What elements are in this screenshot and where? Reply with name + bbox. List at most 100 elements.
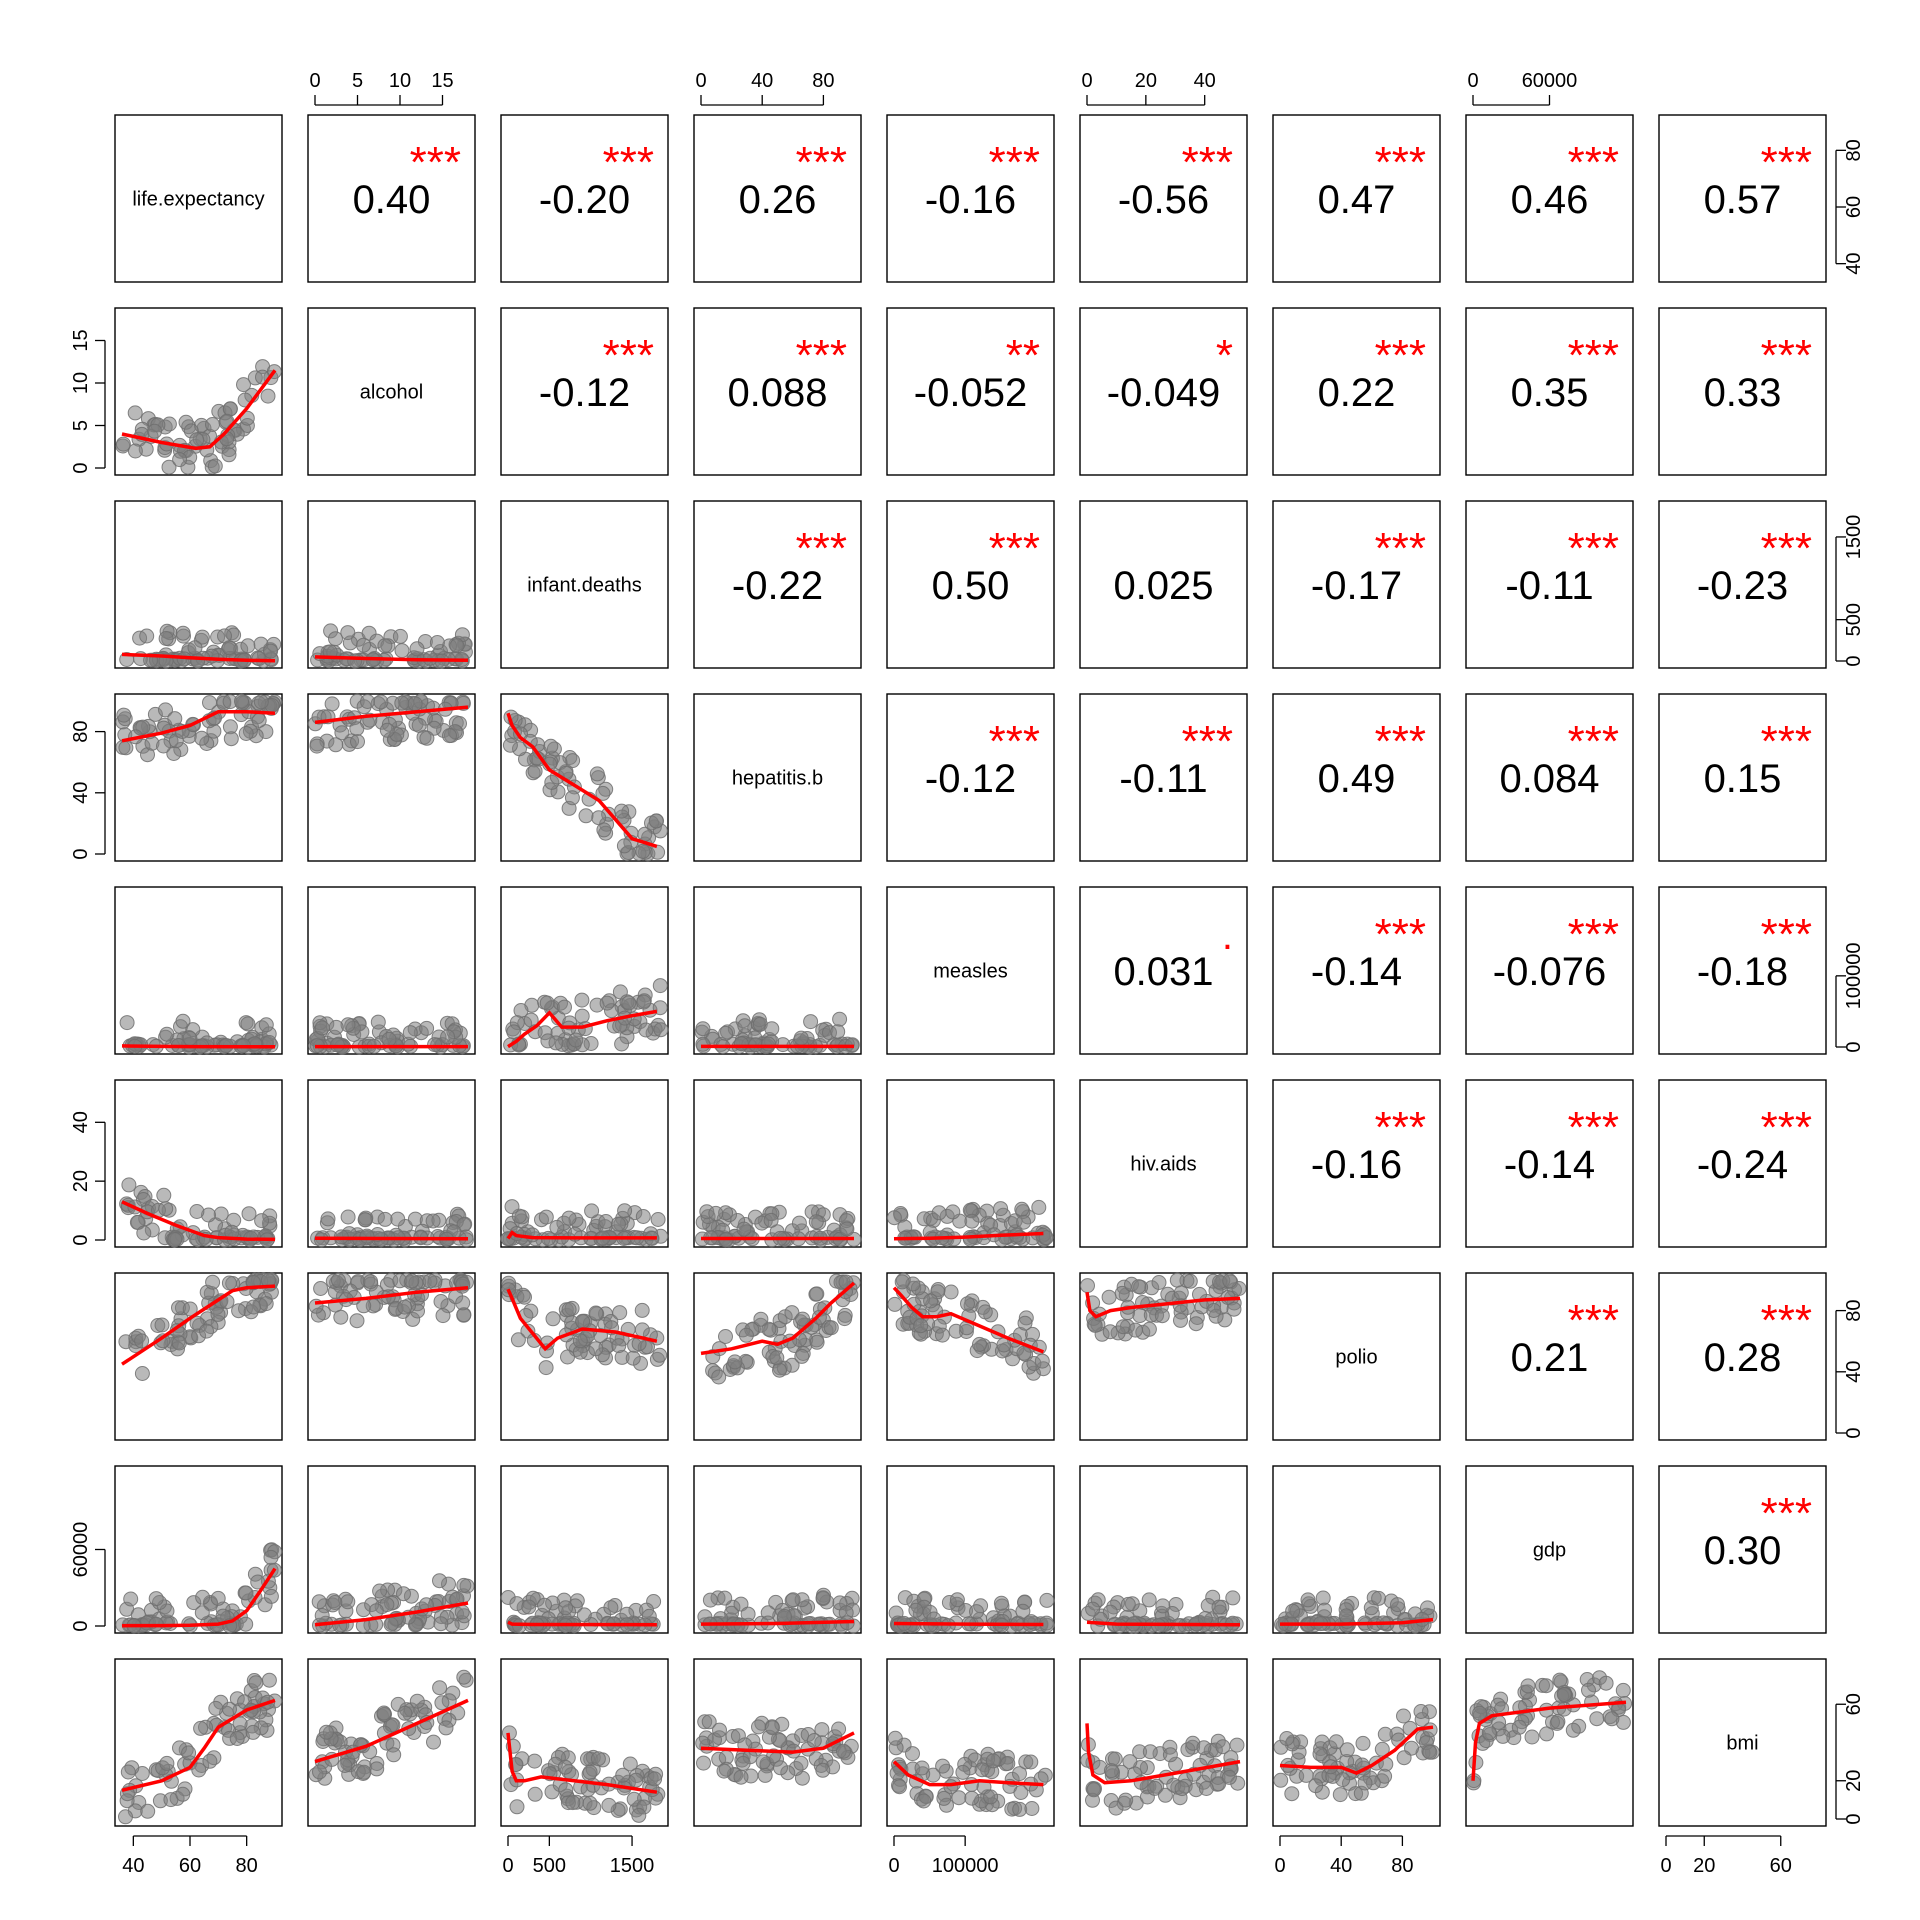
scatter-point xyxy=(175,625,191,641)
scatter-point xyxy=(949,1592,965,1608)
scatter-point xyxy=(702,1592,718,1608)
panel-frame xyxy=(307,114,476,283)
scatter-point xyxy=(983,1789,999,1805)
tick-label: 0 xyxy=(1843,1041,1865,1052)
scatter-point xyxy=(1108,1800,1124,1816)
panel-life.expectancy-gdp: 0.46*** xyxy=(1465,114,1634,283)
scatter-point xyxy=(234,693,249,709)
scatter-point xyxy=(527,1753,543,1769)
significance-stars: *** xyxy=(796,138,847,187)
scatter-point xyxy=(1024,1801,1040,1816)
scatter-point xyxy=(537,1597,552,1613)
scatter-point xyxy=(1615,1682,1631,1698)
scatter-point xyxy=(181,1745,197,1761)
smooth-line xyxy=(121,1200,276,1242)
scatter-point xyxy=(560,1349,575,1365)
panel-hiv.aids-infant.deaths xyxy=(500,1079,669,1248)
scatter-point xyxy=(760,1036,776,1052)
tick-label: 40 xyxy=(1194,70,1216,92)
significance-stars: *** xyxy=(1761,717,1812,766)
scatter-point xyxy=(314,1608,330,1623)
panel-hiv.aids-measles xyxy=(886,1079,1055,1248)
panel-frame xyxy=(1465,886,1634,1055)
panel-life.expectancy-life.expectancy: life.expectancy xyxy=(114,114,283,283)
correlation-value: -0.20 xyxy=(539,178,630,222)
scatter-point xyxy=(1511,1719,1527,1735)
correlation-value: 0.30 xyxy=(1704,1529,1782,1573)
scatter-point xyxy=(328,737,344,753)
scatter-point xyxy=(175,1013,191,1029)
scatter-point xyxy=(564,790,580,806)
scatter-point xyxy=(1173,1312,1188,1328)
scatter-point xyxy=(207,458,223,474)
correlation-value: 0.33 xyxy=(1704,371,1782,415)
smooth-line xyxy=(121,1044,276,1049)
scatter-point xyxy=(603,1600,619,1616)
panel-measles-hiv.aids: 0.031. xyxy=(1079,886,1248,1055)
panel-alcohol-life.expectancy xyxy=(114,307,283,476)
panel-polio-gdp: 0.21*** xyxy=(1465,1272,1634,1441)
scatter-point xyxy=(1115,1319,1131,1335)
tick-label: 80 xyxy=(236,1855,258,1877)
correlation-value: 0.50 xyxy=(932,564,1010,608)
panel-frame xyxy=(886,886,1055,1055)
smooth-line xyxy=(893,1621,1044,1627)
correlation-value: 0.46 xyxy=(1511,178,1589,222)
panel-frame xyxy=(1658,500,1827,669)
scatter-point xyxy=(1198,1781,1214,1796)
scatter-point xyxy=(761,1321,777,1337)
scatter-point xyxy=(1101,1289,1117,1305)
scatter-point xyxy=(167,711,183,727)
scatter-point xyxy=(156,1187,172,1203)
scatter-point xyxy=(454,1604,470,1620)
significance-stars: *** xyxy=(1761,1296,1812,1345)
tick-label: 10 xyxy=(389,70,411,92)
scatter-point xyxy=(934,1327,950,1343)
scatter-point xyxy=(191,1762,207,1778)
scatter-point xyxy=(334,725,350,741)
panel-life.expectancy-infant.deaths: -0.20*** xyxy=(500,114,669,283)
smooth-line xyxy=(121,652,276,663)
significance-stars: *** xyxy=(989,138,1040,187)
scatter-point xyxy=(1206,1303,1222,1318)
tick-label: 0 xyxy=(1660,1855,1671,1877)
scatter-point xyxy=(791,1215,807,1231)
scatter-point xyxy=(372,1583,388,1599)
significance-stars: *** xyxy=(1761,524,1812,573)
scatter-point xyxy=(455,1295,471,1311)
smooth-line xyxy=(506,1288,658,1352)
scatter-point xyxy=(993,1201,1009,1217)
scatter-point xyxy=(426,1734,441,1750)
scatter-point xyxy=(634,1302,650,1318)
scatter-point xyxy=(757,1767,773,1783)
smooth-line xyxy=(1280,1617,1434,1626)
panel-frame xyxy=(114,1658,283,1827)
tick-label: 15 xyxy=(70,329,92,351)
smooth-line xyxy=(314,1698,469,1764)
panel-frame xyxy=(1079,693,1248,862)
scatter-point xyxy=(650,1212,666,1227)
scatter-point xyxy=(1225,1590,1241,1606)
scatter-point xyxy=(221,447,237,463)
scatter-point xyxy=(456,1669,472,1685)
scatter-point xyxy=(240,638,256,654)
tick-label: 20 xyxy=(70,1170,92,1192)
tick-label: 60 xyxy=(179,1855,201,1877)
scatter-point xyxy=(1565,1722,1581,1738)
panel-polio-infant.deaths xyxy=(500,1272,669,1441)
significance-stars: *** xyxy=(1761,910,1812,959)
panel-bmi-gdp xyxy=(1465,1658,1634,1827)
panel-frame xyxy=(693,1465,862,1634)
panel-frame xyxy=(886,1658,1055,1827)
scatter-point xyxy=(433,1294,449,1309)
panel-polio-polio: polio xyxy=(1272,1272,1441,1441)
correlation-value: 0.35 xyxy=(1511,371,1589,415)
correlation-value: 0.025 xyxy=(1113,564,1213,608)
panel-gdp-infant.deaths xyxy=(500,1465,669,1634)
panel-frame xyxy=(307,1658,476,1827)
panel-life.expectancy-bmi: 0.57*** xyxy=(1658,114,1827,283)
scatter-point xyxy=(1472,1705,1488,1721)
scatter-point xyxy=(245,1724,261,1740)
scatter-point xyxy=(328,1019,344,1035)
